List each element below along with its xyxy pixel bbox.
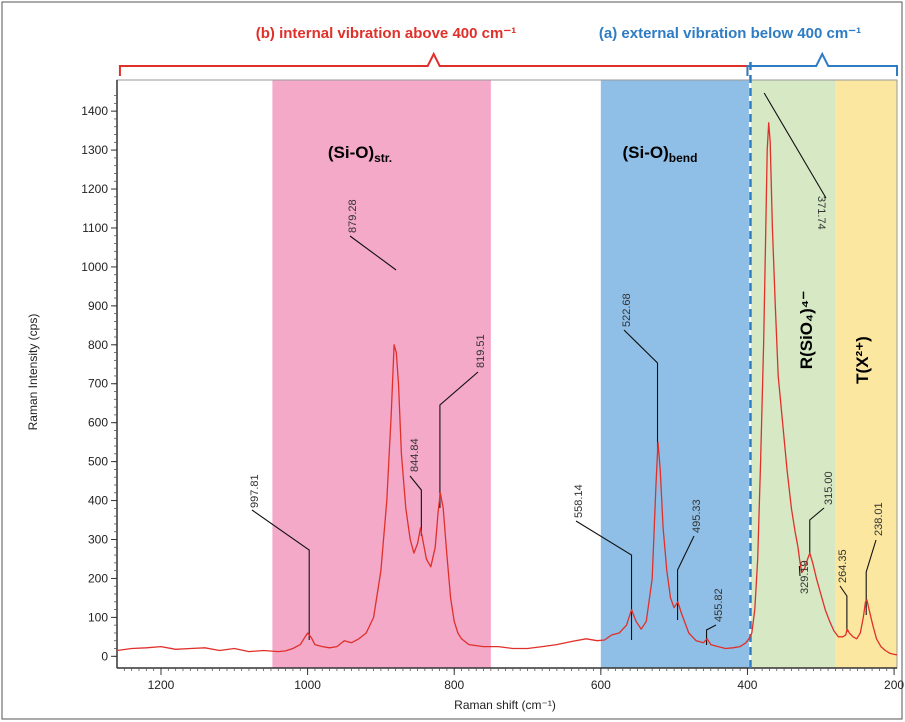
y-tick-label-1000: 1000	[81, 260, 108, 274]
y-tick-label-600: 600	[88, 416, 108, 430]
x-tick-label-200: 200	[884, 678, 904, 692]
x-tick-label-1200: 1200	[148, 678, 175, 692]
peak-leader-9	[763, 92, 827, 199]
peak-label-1: 997.81	[249, 474, 261, 508]
y-tick-label-900: 900	[88, 299, 108, 313]
peak-label-2: 879.28	[347, 199, 359, 233]
x-axis-title: Raman shift (cm⁻¹)	[454, 698, 556, 712]
region-bracket-2	[746, 51, 898, 76]
peak-label-11: 315.00	[823, 471, 835, 505]
peak-label-4: 819.51	[475, 334, 487, 368]
spectrum-line-1	[116, 122, 898, 656]
peak-leader-6	[623, 329, 659, 450]
band-title-4: T(X²⁺)	[853, 336, 872, 384]
band-region-2	[600, 80, 749, 668]
peak-label-12: 264.35	[837, 549, 849, 583]
x-tick-label-600: 600	[591, 678, 611, 692]
y-tick-label-800: 800	[88, 338, 108, 352]
peak-label-7: 495.33	[691, 499, 703, 533]
peak-label-13: 238.01	[873, 502, 885, 536]
peak-label-6: 522.68	[621, 293, 633, 327]
y-tick-label-1400: 1400	[81, 104, 108, 118]
x-tick-label-1000: 1000	[294, 678, 321, 692]
peak-label-5: 558.14	[573, 484, 585, 518]
peak-leader-10	[798, 565, 801, 577]
peak-label-9: 371.74	[815, 196, 827, 230]
band-region-1	[272, 80, 491, 668]
bracket-title-1: (b) internal vibration above 400 cm⁻¹	[256, 25, 516, 42]
y-axis-title: Raman Intensity (cps)	[26, 314, 40, 431]
peak-leader-2	[349, 235, 397, 271]
x-tick-label-800: 800	[444, 678, 464, 692]
y-tick-label-400: 400	[88, 494, 108, 508]
peak-leader-3	[409, 475, 422, 536]
bracket-title-2: (a) external vibration below 400 cm⁻¹	[599, 25, 861, 42]
y-tick-label-1100: 1100	[82, 221, 108, 235]
peak-label-3: 844.84	[409, 438, 421, 472]
y-tick-label-700: 700	[88, 377, 108, 391]
y-tick-label-200: 200	[88, 571, 108, 585]
peak-label-10: 329.19	[799, 560, 811, 594]
y-tick-label-0: 0	[101, 649, 108, 663]
peak-leader-1	[251, 509, 310, 640]
peak-leader-12	[839, 585, 848, 632]
y-tick-label-1300: 1300	[81, 143, 108, 157]
band-region-4	[835, 80, 897, 668]
y-tick-label-100: 100	[88, 610, 108, 624]
y-tick-label-1200: 1200	[81, 182, 108, 196]
x-tick-label-400: 400	[737, 678, 757, 692]
region-bracket-1	[118, 51, 749, 76]
band-title-subscript-1: str.	[374, 151, 392, 165]
band-region-3	[751, 80, 836, 668]
peak-leader-4	[439, 371, 479, 508]
band-title-3: R(SiO₄)⁴⁻	[797, 291, 816, 369]
y-tick-label-300: 300	[88, 532, 108, 546]
band-title-subscript-2: bend	[669, 151, 698, 165]
peak-leader-11	[809, 507, 825, 555]
y-tick-label-500: 500	[88, 455, 108, 469]
peak-label-8: 455.82	[713, 588, 725, 622]
